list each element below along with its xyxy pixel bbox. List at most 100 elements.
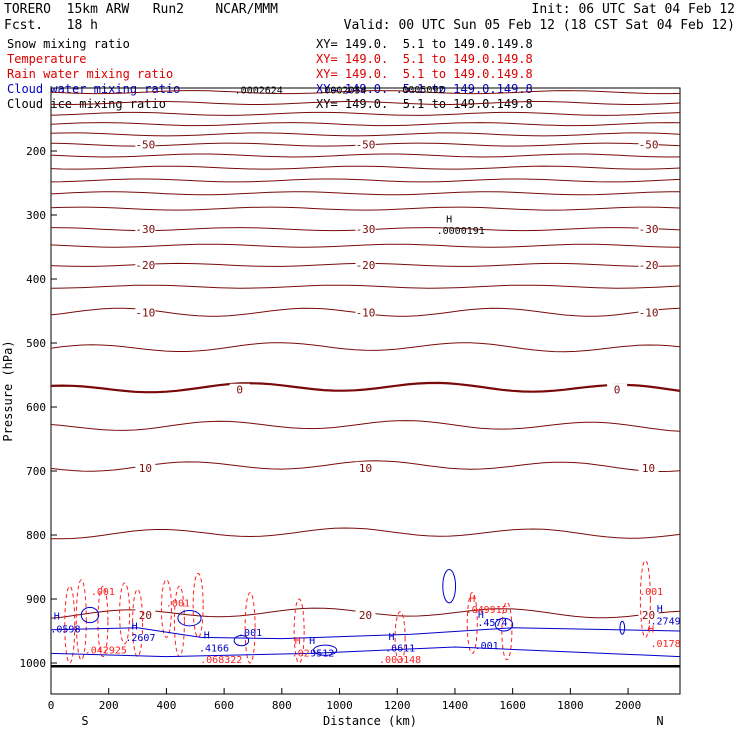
temperature-contour-label: -50 — [135, 139, 155, 152]
temperature-contour-line — [50, 178, 681, 183]
x-tick-label: 1200 — [384, 699, 411, 712]
contour-label-bg — [638, 461, 659, 473]
cloud-water-contour — [233, 634, 250, 647]
y-tick-label: 200 — [26, 145, 46, 158]
temperature-contour-line — [50, 165, 681, 170]
contour-label-bg — [135, 258, 156, 270]
contour-annotation: H — [295, 636, 301, 647]
forecast-hour: Fcst. 18 h — [4, 18, 98, 33]
x-tick-label: 1600 — [499, 699, 526, 712]
rain-contour — [394, 611, 406, 664]
contour-annotation: H — [309, 636, 315, 647]
north-endpoint: N — [656, 714, 663, 728]
contour-annotation: 9512 — [310, 649, 334, 660]
axes: 0 200 400 600 800 1000 1200 1400 1600 1800 2000200… — [20, 145, 680, 712]
temperature-contour-label: -50 — [639, 139, 659, 152]
contour-label-bg — [355, 306, 376, 318]
rain-contour — [192, 572, 204, 638]
contour-annotation: .2749 — [651, 617, 681, 628]
contour-annotation: .0178 — [651, 639, 681, 650]
temperature-contour-label: -20 — [639, 259, 659, 272]
cloud-water-contour — [80, 606, 100, 624]
annotations: .0002624.0002054.0005092H.0000191.001.00… — [50, 85, 680, 666]
contour-annotation: .2607 — [125, 633, 155, 644]
rain-contour — [293, 598, 305, 664]
temperature-contour-label: 20 — [642, 609, 655, 622]
valid-time: Valid: 00 UTC Sun 05 Feb 12 (18 CST Sat … — [343, 18, 735, 33]
contour-annotation: .049915 — [466, 605, 508, 616]
temperature-contour-label: -10 — [356, 306, 376, 319]
temperature-contour-label: 10 — [642, 462, 655, 475]
model-title: TORERO 15km ARW Run2 NCAR/MMM — [4, 2, 278, 17]
plot-frame — [50, 87, 681, 695]
contour-annotation: H — [648, 624, 654, 635]
temperature-contour-line — [50, 132, 681, 137]
temperature-contour-line — [50, 420, 681, 432]
contour-annotation: H — [132, 622, 138, 633]
contour-label-bg — [638, 609, 659, 620]
temperature-contour-label: -20 — [356, 259, 376, 272]
cloud-water-contour — [313, 644, 338, 656]
temperature-contour-line — [50, 111, 681, 116]
temperature-contour-line — [50, 153, 681, 158]
y-tick-label: 400 — [26, 273, 46, 286]
contour-label-bg — [355, 258, 376, 270]
contour-label-bg — [229, 383, 250, 395]
temperature-contour-line — [50, 460, 681, 473]
temperature-contour-line — [50, 101, 681, 105]
x-tick-label: 600 — [214, 699, 234, 712]
cloud-water-contour — [50, 627, 681, 640]
temperature-contour-label: -20 — [135, 259, 155, 272]
contour-annotation: .0005092 — [396, 85, 444, 96]
contour-label-bg — [355, 609, 376, 620]
x-tick-label: 400 — [156, 699, 176, 712]
legend-snow: Snow mixing ratio — [7, 37, 130, 51]
x-tick-label: 1400 — [442, 699, 469, 712]
temperature-contour-line — [50, 284, 681, 289]
contour-annotation: .001 — [166, 599, 190, 610]
y-tick-label: 700 — [26, 465, 46, 478]
contour-label-bg — [355, 461, 376, 473]
rain-contour — [244, 592, 256, 664]
x-tick-label: 2000 — [615, 699, 642, 712]
temperature-contour-line — [50, 381, 681, 394]
temperature-contour-label: 10 — [139, 462, 152, 475]
temperature-contour-label: 20 — [359, 609, 372, 622]
contour-annotation: H — [469, 594, 475, 605]
y-tick-label: 300 — [26, 209, 46, 222]
temperature-contour-label: 10 — [359, 462, 372, 475]
xy-snow: XY= 149.0. 5.1 to 149.0.149.8 — [316, 37, 533, 51]
contour-annotation: .001 — [475, 641, 499, 652]
contour-annotation: .4166 — [199, 643, 229, 654]
contour-label-bg — [135, 223, 156, 235]
contour-label-bg — [638, 223, 659, 235]
contour-annotation: H — [657, 604, 663, 615]
contour-annotation: .02 — [292, 649, 310, 660]
x-tick-label: 1800 — [557, 699, 584, 712]
temperature-contour-label: -10 — [639, 306, 659, 319]
xy-rain: XY= 149.0. 5.1 to 149.0.149.8 — [316, 67, 533, 81]
contour-annotation: .003148 — [379, 655, 421, 666]
temperature-contour-line — [50, 191, 680, 196]
contour-label-bg — [135, 609, 156, 620]
y-tick-label: 600 — [26, 401, 46, 414]
temperature-contour-label: 0 — [236, 384, 243, 397]
x-tick-label: 200 — [99, 699, 119, 712]
temperature-contour-label: -50 — [356, 139, 376, 152]
contour-annotation: .4574 — [477, 618, 507, 629]
contour-label-bg — [607, 383, 628, 395]
temperature-contour-line — [50, 342, 681, 353]
temperature-contour-label: -30 — [135, 223, 155, 236]
contour-annotation: .001 — [91, 587, 115, 598]
contour-annotation: H — [478, 610, 484, 621]
rain-contours — [64, 560, 651, 664]
y-tick-label: 800 — [26, 529, 46, 542]
rain-contour — [119, 582, 131, 645]
temperature-contours: -50 -50 -50 -30 -30 -30 -20 -20 -20 -10 -10 -10 0 0 10… — [50, 90, 681, 622]
temperature-contour-line — [50, 527, 681, 540]
cloud-water-contour — [177, 610, 202, 627]
contour-label-bg — [135, 306, 156, 318]
contour-label-bg — [638, 258, 659, 270]
contour-annotation: .0598 — [50, 624, 80, 635]
